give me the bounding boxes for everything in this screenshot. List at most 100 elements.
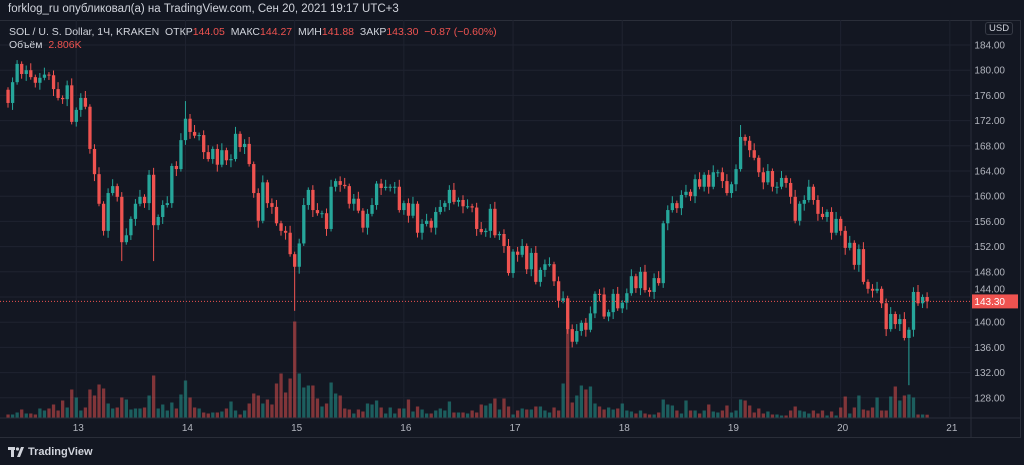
candle-body [261,182,265,221]
volume-bar [365,403,370,418]
candle-body [493,208,497,236]
candle-body [324,213,329,229]
volume-bar [279,373,283,418]
candle-body [274,206,279,224]
volume-bar [370,404,374,418]
candle-body [789,182,793,197]
volume-bar [170,402,174,418]
candle-body [820,213,825,217]
candle-body [566,298,570,330]
volume-bar [629,411,634,418]
volume-bar [111,408,115,418]
volume-bar [766,411,770,418]
volume-bar [397,408,401,418]
candle-body [570,329,574,342]
candle [634,273,638,293]
volume-bar [161,404,165,418]
volume-bar [320,406,324,418]
candle-body [224,150,229,161]
volume-bar [293,321,297,418]
volume-bar [506,406,511,418]
candle-body [588,313,593,330]
candle [611,289,615,320]
volume-bar [343,408,347,418]
volume-bar [183,380,188,418]
volume-bar [452,412,456,418]
candle [338,176,342,192]
volume-bar [465,413,470,418]
candle [493,201,497,238]
close-value: 143.30 [386,26,419,38]
candle-body [707,174,711,187]
volume-bar [811,410,816,418]
candle [720,167,725,189]
candle [274,199,279,226]
volume-bar [729,412,734,418]
candle-body [42,74,47,78]
volume-bar [406,399,411,418]
candle [365,209,370,235]
candle [625,288,629,310]
candle [279,220,283,236]
candle [215,144,219,172]
volume-bar [538,406,543,418]
open-label: ОТКР [165,26,193,38]
candle [24,65,28,81]
candle [411,196,415,219]
volume-bar [101,388,106,418]
chart-frame[interactable] [0,20,1021,438]
candle [911,287,916,337]
volume-bar [793,406,797,418]
volume-bar [374,400,379,418]
candle [861,242,866,285]
candle-body [352,198,356,204]
volume-bar [693,410,697,418]
candle-body [129,218,133,236]
volume-bar [252,393,256,418]
candle-body [925,297,929,302]
volume-bar [725,405,729,418]
price-chart[interactable]: 184.00 180.00 176.00 172.00 168.00 164.00 160.… [0,0,1024,440]
currency-button[interactable]: USD [985,22,1014,35]
volume-bar [752,412,756,418]
volume-bar [861,409,866,418]
volume-bar [202,412,206,418]
candle [729,181,734,198]
y-tick-label: 172.00 [974,116,1005,127]
candle-body [438,206,442,212]
volume-bar [338,395,342,418]
candle [425,213,429,227]
candle [334,178,338,192]
candle [47,72,51,80]
candle [283,226,288,240]
candle [834,211,838,236]
volume-bar [920,414,925,418]
publisher-caption: forklog_ru опубликовал(а) на TradingView… [8,3,399,15]
candle-body [757,157,761,173]
volume-bar [634,413,638,418]
volume-bar [893,386,897,418]
candle [6,87,10,108]
candle-body [880,288,884,304]
candle-body [634,276,638,289]
candle [447,185,452,211]
tradingview-logo[interactable]: TradingView [8,446,93,458]
x-tick-label: 15 [291,423,303,434]
volume-bar [716,412,720,418]
candle [224,147,229,166]
candle-body [861,249,866,282]
volume-bar [798,410,802,418]
x-tick-label: 14 [182,423,194,434]
candle [925,292,929,309]
candle [434,207,438,235]
candle-body [597,293,602,295]
candle-body [770,171,775,187]
candle-body [766,171,770,183]
candle-body [748,140,752,151]
volume-bar [880,410,884,418]
candle-body [142,196,147,204]
candle-body [320,213,324,215]
candle-body [889,314,893,330]
candle [252,161,256,198]
candle-body [629,276,634,294]
